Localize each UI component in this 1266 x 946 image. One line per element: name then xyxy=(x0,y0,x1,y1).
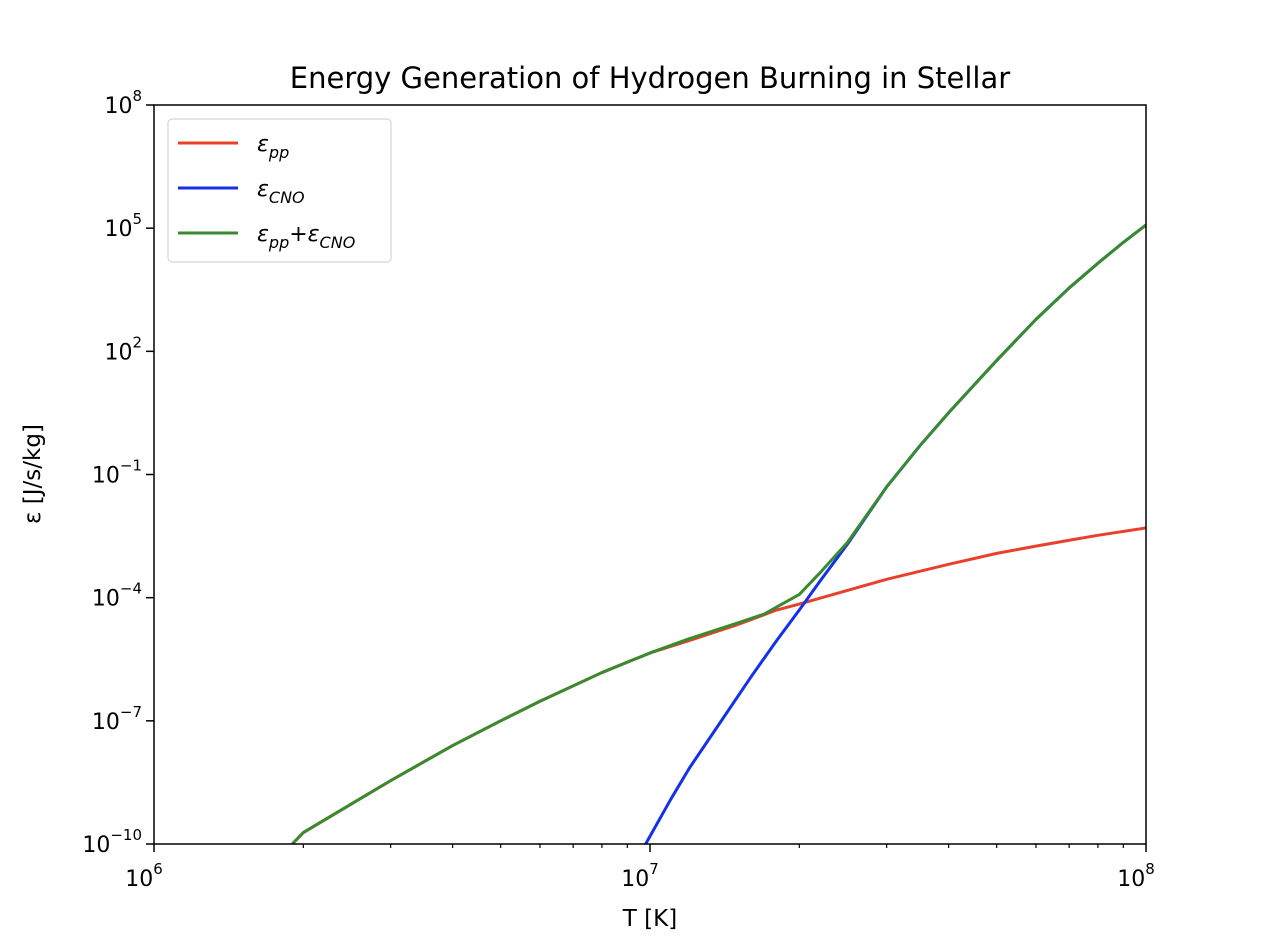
y-tick-label: 10−1 xyxy=(92,457,142,489)
x-tick-label: 107 xyxy=(621,860,659,892)
y-tick-label: 10−7 xyxy=(92,703,142,735)
legend-frame xyxy=(167,118,392,263)
legend: εpp εCNO εpp+εCNO xyxy=(167,118,392,263)
chart-title: Energy Generation of Hydrogen Burning in… xyxy=(290,61,1010,95)
series-line-0 xyxy=(291,526,1146,844)
y-tick-label: 108 xyxy=(104,87,142,119)
legend-entry-0: εpp xyxy=(257,132,289,162)
y-axis-label: ε [J/s/kg] xyxy=(20,424,46,524)
y-tick-label: 10−4 xyxy=(92,580,142,612)
y-tick-label: 105 xyxy=(104,210,142,242)
x-tick-label: 108 xyxy=(1117,860,1155,892)
y-axis: 10−10 10−7 10−4 10−1 102 105 108 xyxy=(82,87,154,858)
legend-entry-2: εpp+εCNO xyxy=(257,222,355,252)
series-line-2 xyxy=(291,223,1146,844)
series-line-1 xyxy=(644,223,1146,844)
y-tick-label: 10−10 xyxy=(82,826,142,858)
y-tick-label: 102 xyxy=(104,333,142,365)
x-axis-label: T [K] xyxy=(622,906,677,932)
x-tick-label: 106 xyxy=(125,860,163,892)
legend-entry-1: εCNO xyxy=(257,177,305,207)
series-layer xyxy=(291,223,1146,844)
x-axis: 106 107 108 xyxy=(125,844,1155,892)
